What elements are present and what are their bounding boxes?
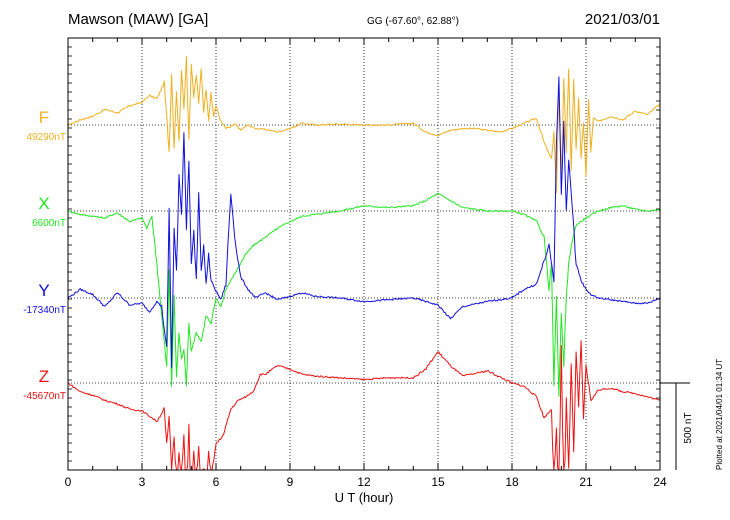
x-tick-label-3: 3 bbox=[139, 475, 146, 489]
x-tick-label-18: 18 bbox=[505, 475, 519, 489]
series-line-z bbox=[67, 340, 661, 471]
baseline-label-z: -45670nT bbox=[23, 391, 66, 402]
x-tick-label-21: 21 bbox=[579, 475, 593, 489]
x-tick-label-0: 0 bbox=[65, 475, 72, 489]
series-line-y bbox=[67, 76, 661, 369]
baseline-label-f: 49290nT bbox=[26, 132, 66, 143]
station-title: Mawson (MAW) [GA] bbox=[68, 11, 209, 28]
x-tick-label-15: 15 bbox=[431, 475, 445, 489]
series-label-y: Y bbox=[38, 281, 50, 300]
series-traces bbox=[67, 55, 661, 471]
x-axis-label: U T (hour) bbox=[335, 490, 394, 505]
baseline-label-x: 6600nT bbox=[32, 218, 66, 229]
series-label-f: F bbox=[38, 108, 50, 127]
geographic-coordinates: GG (-67.60°, 62.88°) bbox=[367, 16, 459, 27]
x-tick-label-24: 24 bbox=[653, 475, 667, 489]
series-label-x: X bbox=[38, 194, 50, 213]
grid-lines bbox=[68, 38, 660, 470]
plot-date: 2021/03/01 bbox=[584, 11, 660, 28]
series-line-x bbox=[67, 192, 661, 397]
x-tick-label-9: 9 bbox=[287, 475, 294, 489]
scale-bar: 500 nT bbox=[660, 382, 694, 470]
x-axis-ticks: 0 3 6 9 12 15 18 21 24 bbox=[65, 37, 667, 489]
scale-bar-label: 500 nT bbox=[683, 412, 694, 443]
x-tick-label-12: 12 bbox=[357, 475, 371, 489]
series-line-f bbox=[67, 55, 661, 194]
series-label-z: Z bbox=[38, 367, 50, 386]
baseline-label-y: -17340nT bbox=[23, 305, 66, 316]
x-tick-label-6: 6 bbox=[213, 475, 220, 489]
